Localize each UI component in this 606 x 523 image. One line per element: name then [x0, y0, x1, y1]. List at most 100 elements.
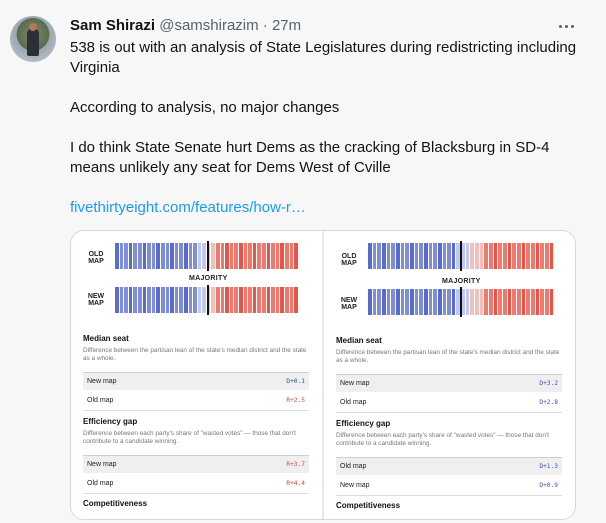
- district-stripe: [526, 243, 530, 269]
- row-value: D+1.3: [539, 463, 558, 470]
- median-seat-title: Median seat: [336, 336, 382, 345]
- district-stripe: [170, 243, 174, 269]
- tweet-timestamp[interactable]: 27m: [271, 17, 302, 34]
- district-stripe: [165, 243, 170, 269]
- district-stripe: [115, 243, 119, 269]
- district-stripe: [526, 289, 530, 315]
- district-stripe: [540, 289, 544, 315]
- district-stripe: [414, 243, 419, 269]
- efficiency-gap-desc: Difference between each party's share of…: [336, 432, 549, 447]
- district-stripe: [409, 243, 414, 269]
- district-stripe: [174, 287, 179, 313]
- row-value: D+0.9: [539, 481, 558, 489]
- author-handle[interactable]: @samshirazim: [159, 17, 259, 34]
- district-stripe: [433, 243, 437, 269]
- row-label: Old map: [87, 396, 114, 404]
- district-stripe: [124, 243, 128, 269]
- district-stripe: [165, 287, 170, 313]
- district-stripe: [405, 243, 409, 269]
- district-stripe: [234, 243, 239, 269]
- avatar-head: [29, 23, 37, 31]
- district-stripe: [451, 243, 456, 269]
- district-stripe: [465, 289, 470, 315]
- more-dots-icon[interactable]: [555, 16, 577, 36]
- avatar-figure: [27, 28, 39, 56]
- district-stripe: [202, 287, 206, 313]
- district-stripe: [257, 287, 261, 313]
- district-stripe: [275, 287, 280, 313]
- district-stripe: [512, 289, 516, 315]
- district-stripe: [381, 289, 386, 315]
- district-stripe: [419, 243, 423, 269]
- district-stripe: [266, 243, 271, 269]
- tweet-line-2: According to analysis, no major changes: [70, 99, 340, 116]
- district-stripe: [156, 243, 160, 269]
- district-stripe: [489, 289, 493, 315]
- district-stripe: [549, 289, 554, 315]
- image-panel-right: OLD MAP MAJORITY NEW MAP Median seat Dif…: [324, 231, 575, 519]
- district-stripe: [535, 289, 540, 315]
- district-stripe: [289, 243, 294, 269]
- district-stripe: [220, 243, 225, 269]
- district-stripe: [193, 243, 197, 269]
- district-stripe: [188, 287, 193, 313]
- row-value: R+2.5: [286, 396, 305, 404]
- majority-label: MAJORITY: [442, 278, 481, 285]
- district-stripe: [377, 289, 381, 315]
- row-value: D+0.1: [286, 378, 305, 385]
- district-stripe: [128, 243, 133, 269]
- tweet-header: Sam Shirazi @samshirazim · 27m: [70, 16, 301, 36]
- competitiveness-title: Competitiveness: [83, 499, 148, 508]
- district-stripe: [220, 287, 225, 313]
- new-map-bar: [115, 287, 299, 313]
- district-stripe: [530, 289, 535, 315]
- district-stripe: [479, 243, 484, 269]
- district-stripe: [517, 289, 521, 315]
- district-stripe: [151, 243, 156, 269]
- district-stripe: [115, 287, 119, 313]
- old-map-bar: [368, 243, 554, 269]
- district-stripe: [271, 287, 275, 313]
- district-stripe: [147, 287, 151, 313]
- district-stripe: [229, 243, 234, 269]
- old-map-label: OLD MAP: [88, 251, 104, 265]
- district-stripe: [437, 243, 442, 269]
- author-name[interactable]: Sam Shirazi: [70, 17, 156, 34]
- district-stripe: [193, 287, 197, 313]
- user-avatar[interactable]: [10, 16, 56, 62]
- district-stripe: [271, 243, 275, 269]
- district-stripe: [423, 289, 428, 315]
- panel-divider: [322, 231, 324, 519]
- district-stripe: [174, 243, 179, 269]
- new-map-label: NEW MAP: [87, 293, 105, 307]
- median-seat-desc: Difference between the partisan lean of …: [336, 349, 560, 364]
- district-stripe: [391, 243, 395, 269]
- district-stripe: [498, 289, 503, 315]
- median-seat-row-1: New map D+0.1: [83, 372, 309, 390]
- tweet-body: 538 is out with an analysis of State Leg…: [70, 38, 580, 218]
- district-stripe: [119, 243, 124, 269]
- district-stripe: [377, 243, 381, 269]
- district-stripe: [517, 243, 521, 269]
- district-stripe: [211, 287, 216, 313]
- district-stripe: [368, 289, 372, 315]
- tweet-link[interactable]: fivethirtyeight.com/features/how-r…: [70, 199, 306, 216]
- district-stripe: [368, 243, 372, 269]
- header-separator: ·: [262, 17, 268, 34]
- district-stripe: [239, 287, 243, 313]
- district-stripe: [124, 287, 128, 313]
- district-stripe: [248, 243, 252, 269]
- district-stripe: [372, 243, 377, 269]
- tweet-image[interactable]: OLD MAP MAJORITY NEW MAP Median seat Dif…: [70, 230, 576, 520]
- district-stripe: [170, 287, 174, 313]
- district-stripe: [475, 243, 479, 269]
- district-stripe: [498, 243, 503, 269]
- row-label: Old map: [340, 463, 367, 470]
- district-stripe: [252, 287, 257, 313]
- district-stripe: [451, 289, 456, 315]
- district-stripe: [503, 289, 507, 315]
- district-stripe: [275, 243, 280, 269]
- tweet-line-3: I do think State Senate hurt Dems as the…: [70, 139, 550, 176]
- district-stripe: [262, 243, 266, 269]
- district-stripe: [507, 289, 512, 315]
